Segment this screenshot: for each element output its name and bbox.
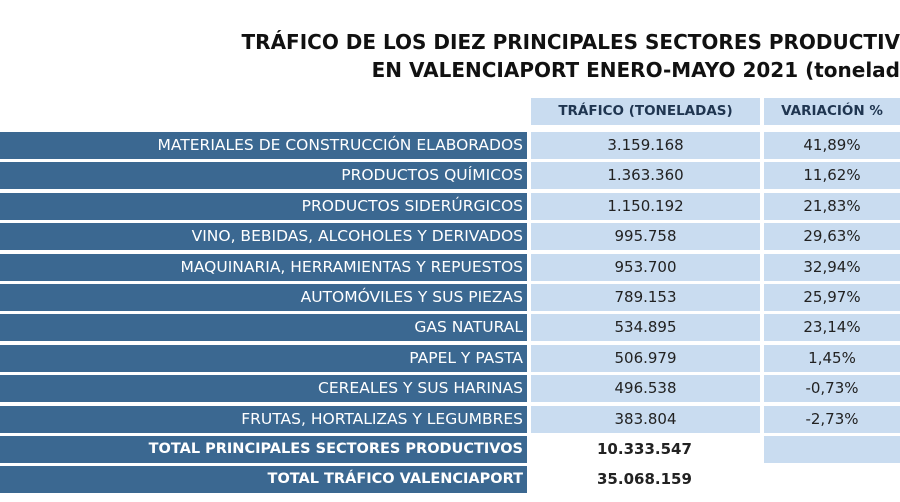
- title-line: TRÁFICO DE LOS DIEZ PRINCIPALES SECTORES…: [241, 30, 900, 54]
- variation-cell: -2,73%: [764, 405, 900, 433]
- row-label: CEREALES Y SUS HARINAS: [0, 375, 527, 403]
- variation-cell: -0,73%: [764, 375, 900, 403]
- tonnage-cell: 789.153: [531, 284, 760, 311]
- tonnage-cell: 496.538: [531, 375, 760, 403]
- total-label: TOTAL TRÁFICO VALENCIAPORT: [0, 466, 527, 494]
- variation-cell: 41,89%: [764, 132, 900, 159]
- empty-cell: [764, 466, 900, 494]
- tonnage-cell: 995.758: [531, 223, 760, 251]
- variation-cell: 21,83%: [764, 192, 900, 220]
- tonnage-cell: 534.895: [531, 314, 760, 342]
- title-line: EN VALENCIAPORT ENERO-MAYO 2021 (tonelad: [371, 58, 900, 82]
- column-header: VARIACIÓN %: [764, 98, 900, 125]
- tonnage-cell: 383.804: [531, 405, 760, 433]
- variation-cell: 32,94%: [764, 253, 900, 281]
- empty-cell: [764, 436, 900, 463]
- tonnage-cell: 953.700: [531, 253, 760, 281]
- row-label: VINO, BEBIDAS, ALCOHOLES Y DERIVADOS: [0, 223, 527, 251]
- row-label: PRODUCTOS QUÍMICOS: [0, 162, 527, 190]
- row-label: GAS NATURAL: [0, 314, 527, 342]
- total-value: 10.333.547: [531, 436, 760, 463]
- variation-cell: 29,63%: [764, 223, 900, 251]
- variation-cell: 1,45%: [764, 344, 900, 372]
- total-label: TOTAL PRINCIPALES SECTORES PRODUCTIVOS: [0, 436, 527, 463]
- column-header: TRÁFICO (TONELADAS): [531, 98, 760, 125]
- tonnage-cell: 1.150.192: [531, 192, 760, 220]
- tonnage-cell: 506.979: [531, 344, 760, 372]
- variation-cell: 25,97%: [764, 284, 900, 311]
- row-label: PRODUCTOS SIDERÚRGICOS: [0, 192, 527, 220]
- row-label: FRUTAS, HORTALIZAS Y LEGUMBRES: [0, 405, 527, 433]
- tonnage-cell: 1.363.360: [531, 162, 760, 190]
- row-label: AUTOMÓVILES Y SUS PIEZAS: [0, 284, 527, 311]
- row-label: MATERIALES DE CONSTRUCCIÓN ELABORADOS: [0, 132, 527, 159]
- row-label: MAQUINARIA, HERRAMIENTAS Y REPUESTOS: [0, 253, 527, 281]
- tonnage-cell: 3.159.168: [531, 132, 760, 159]
- total-value: 35.068.159: [531, 466, 760, 494]
- row-label: PAPEL Y PASTA: [0, 344, 527, 372]
- variation-cell: 11,62%: [764, 162, 900, 190]
- variation-cell: 23,14%: [764, 314, 900, 342]
